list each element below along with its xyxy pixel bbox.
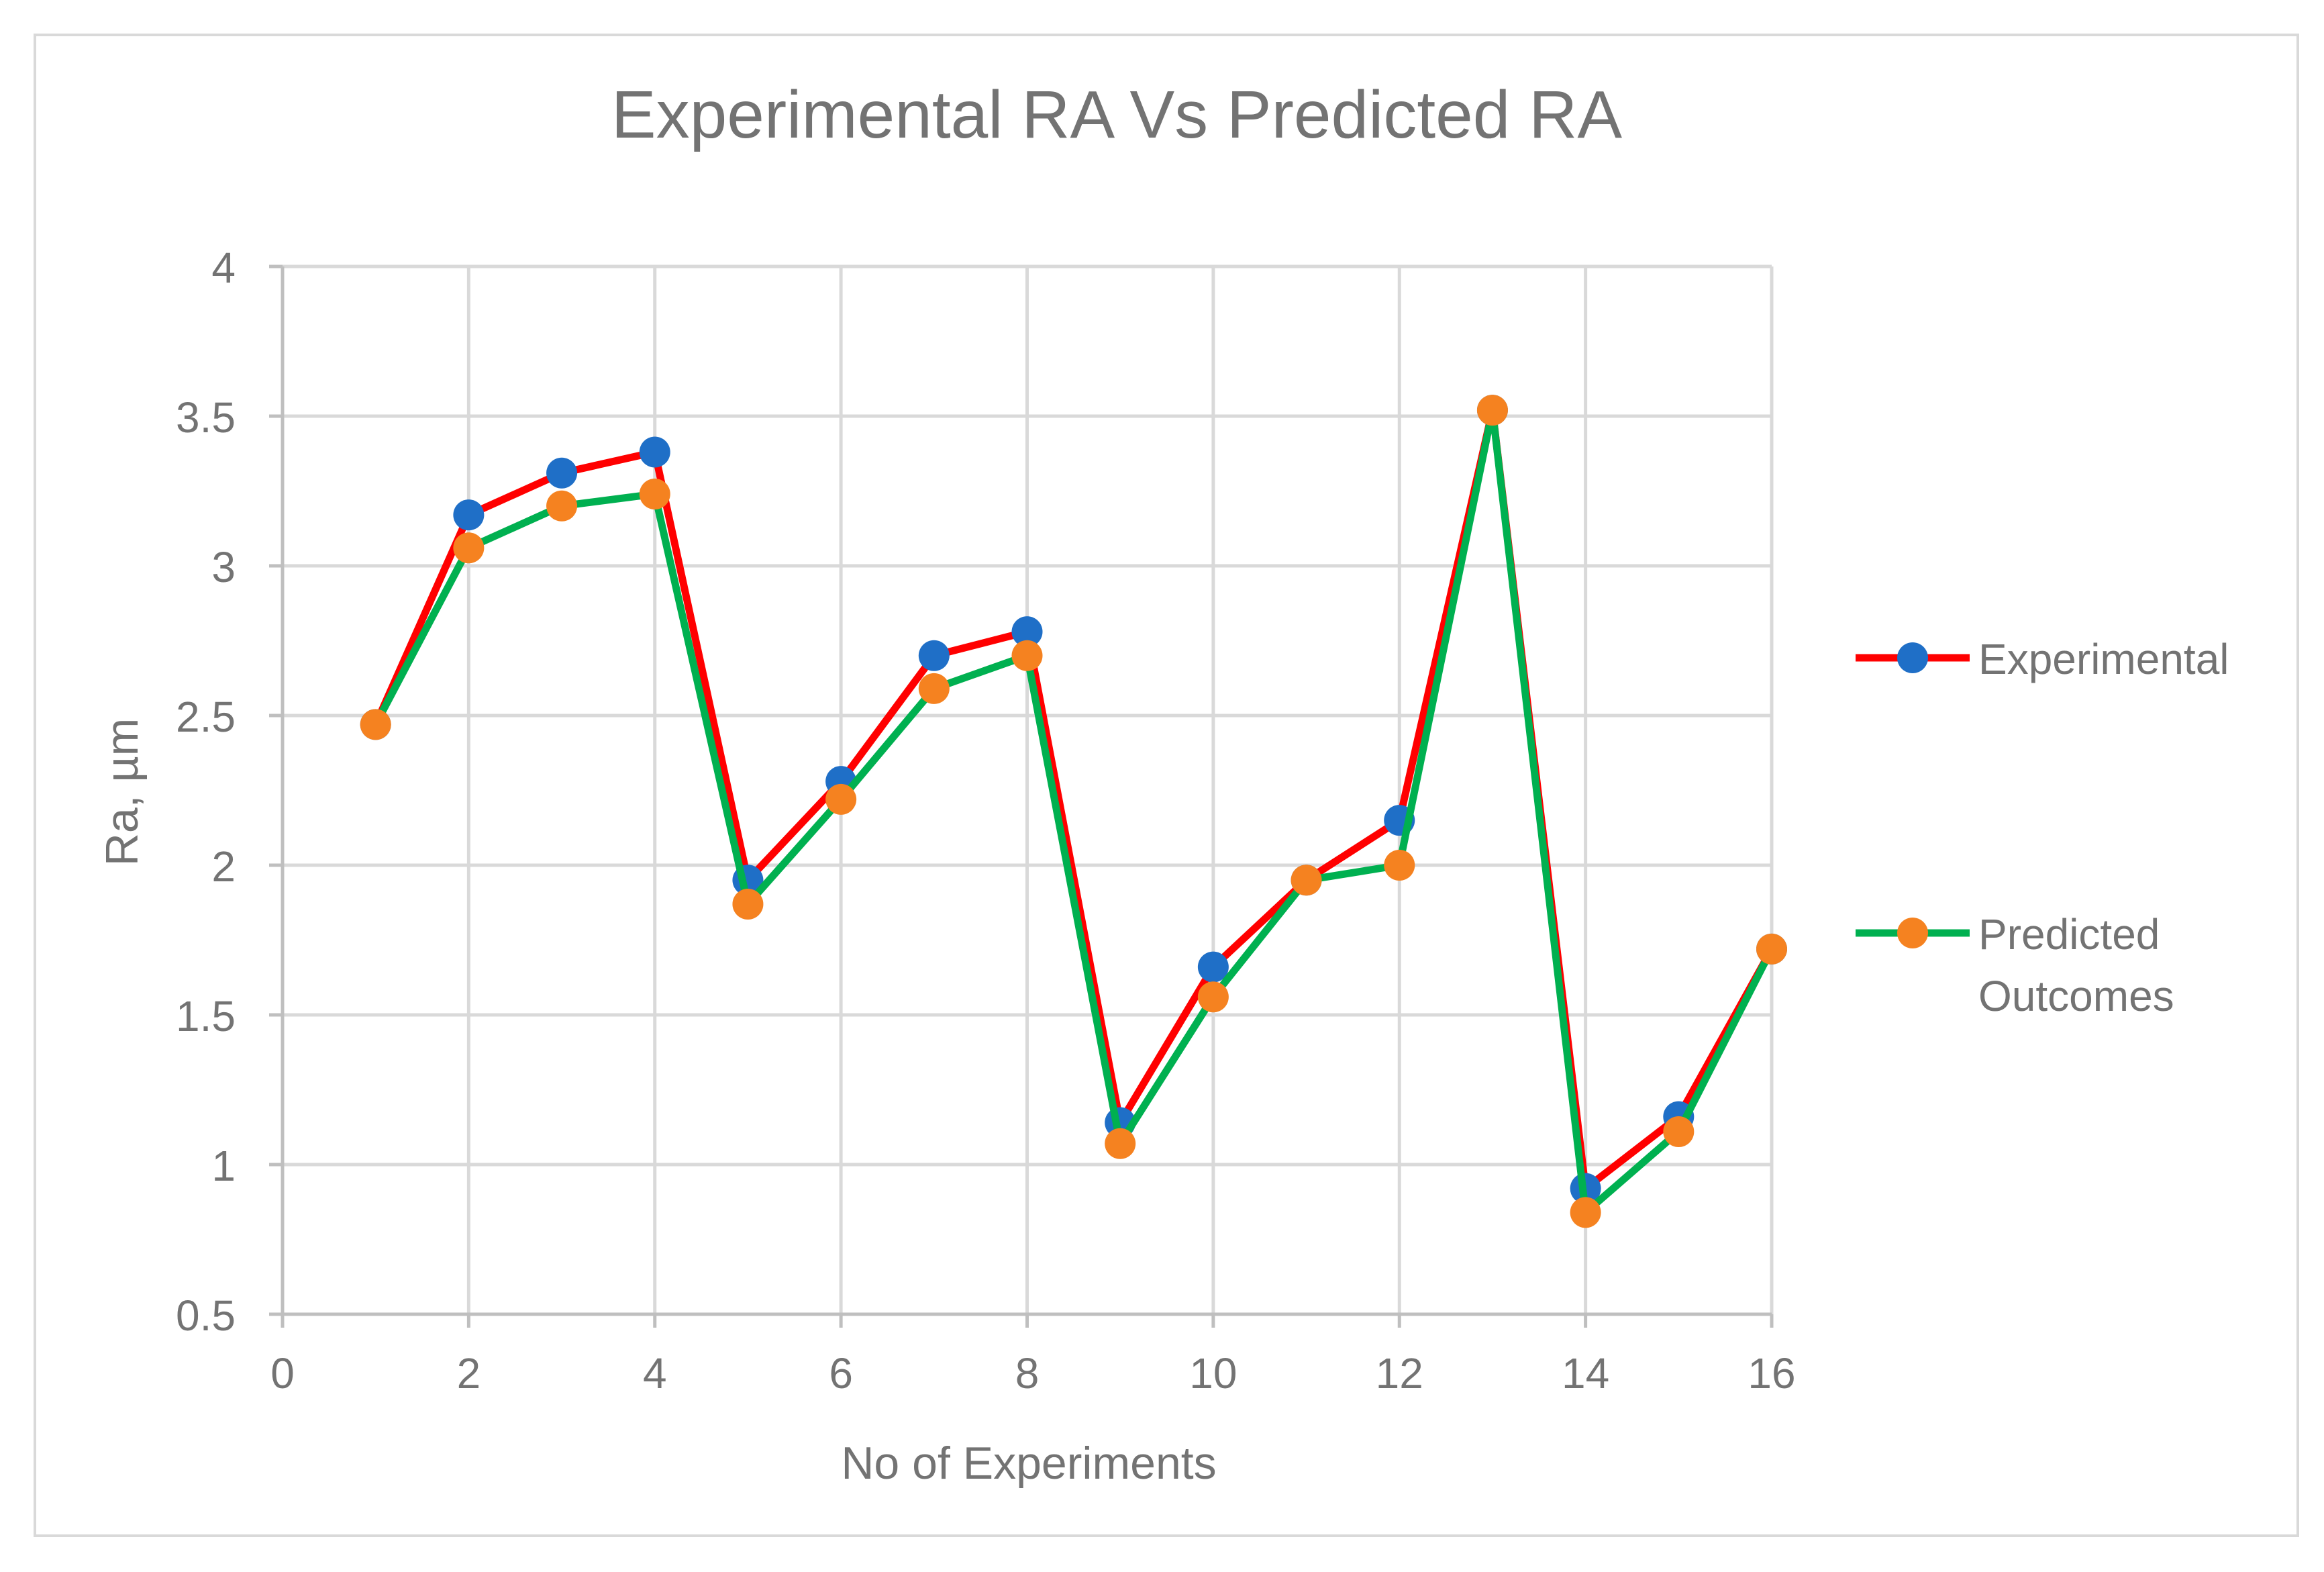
x-tick-label: 4 [643,1349,667,1397]
x-axis-label: No of Experiments [841,1438,1216,1489]
data-point-predicted [825,783,857,815]
legend-marker-experimental [1897,642,1928,673]
data-point-predicted [1476,395,1508,426]
legend: Experimental Predicted Outcomes [1856,635,2229,1020]
series-layer [360,395,1787,1228]
y-tick-label: 3.5 [176,393,236,442]
data-point-predicted [1197,981,1229,1013]
data-point-predicted [732,888,764,920]
y-tick-label: 0.5 [176,1291,236,1340]
x-tick-label: 16 [1748,1349,1795,1397]
legend-label-experimental: Experimental [1978,635,2229,683]
data-point-experimental [639,436,670,468]
data-point-experimental [1197,951,1229,983]
data-point-predicted [1663,1116,1695,1147]
x-tick-label: 12 [1376,1349,1423,1397]
data-point-predicted [1756,933,1787,965]
legend-label-predicted: Outcomes [1978,972,2174,1020]
data-point-predicted [1105,1128,1136,1159]
x-tick-label: 8 [1015,1349,1040,1397]
data-point-experimental [1011,616,1043,648]
y-tick-label: 2 [211,842,236,891]
y-axis-label: Ra, µm [97,718,148,867]
legend-label-predicted: Predicted [1978,910,2160,959]
legend-item-predicted: Predicted Outcomes [1856,910,2174,1020]
data-point-experimental [453,499,485,531]
data-point-predicted [360,709,391,740]
x-tick-label: 14 [1562,1349,1609,1397]
data-point-experimental [546,457,578,489]
data-point-predicted [546,490,578,522]
data-point-predicted [1570,1197,1601,1228]
grid [283,264,1774,1314]
data-point-predicted [1011,640,1043,671]
legend-item-experimental: Experimental [1856,635,2229,683]
data-point-predicted [918,673,950,704]
series-line-predicted [372,406,1775,1216]
data-point-experimental [918,640,950,671]
series-predicted [360,395,1787,1228]
x-tick-label: 6 [829,1349,853,1397]
x-tick-label: 0 [270,1349,295,1397]
tick-labels: 0.5 1 1.5 2 2.5 3 3.5 4 0 2 4 6 8 10 12 14 16 [176,244,1796,1397]
chart-title: Experimental RA Vs Predicted RA [611,77,1623,152]
chart-frame [34,34,2299,1537]
y-tick-label: 2.5 [176,693,236,741]
y-tick-label: 4 [211,244,236,292]
y-tick-label: 3 [211,543,236,591]
data-point-predicted [1384,850,1415,881]
x-tick-label: 2 [457,1349,481,1397]
data-point-predicted [453,532,485,564]
data-point-predicted [1291,865,1322,896]
data-point-predicted [639,478,670,509]
axes [269,264,1774,1328]
y-tick-label: 1 [211,1142,236,1190]
y-tick-label: 1.5 [176,992,236,1040]
x-tick-label: 10 [1189,1349,1237,1397]
legend-marker-predicted [1897,918,1928,948]
series-line-experimental [372,406,1775,1193]
